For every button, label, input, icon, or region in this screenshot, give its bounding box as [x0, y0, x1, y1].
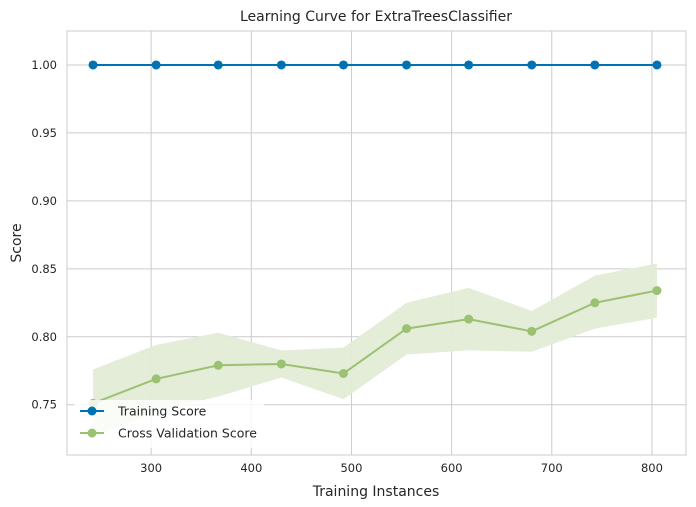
legend-training-score-label: Training Score	[117, 404, 207, 419]
y-tick-label: 0.95	[31, 126, 57, 140]
training-score-point	[402, 60, 412, 70]
x-axis-ticks: 300 400 500 600 700 800	[140, 461, 663, 475]
y-tick-label: 0.80	[31, 330, 57, 344]
x-tick-label: 800	[641, 461, 663, 475]
cross-validation-score-point	[652, 286, 662, 296]
cross-validation-score-point	[402, 324, 412, 334]
chart-title: Learning Curve for ExtraTreesClassifier	[240, 9, 512, 25]
training-score-point	[527, 60, 537, 70]
training-score-point	[338, 60, 348, 70]
score-lines	[92, 63, 658, 405]
y-tick-label: 1.00	[31, 58, 57, 72]
legend-cross-validation-score-label: Cross Validation Score	[118, 426, 257, 441]
training-score-point	[652, 60, 662, 70]
cross-validation-score-point	[527, 326, 537, 336]
training-score-point	[464, 60, 474, 70]
training-score-point	[151, 60, 161, 70]
legend-training-score-marker	[87, 406, 97, 416]
training-score-point	[213, 60, 223, 70]
x-tick-label: 600	[441, 461, 463, 475]
cross-validation-score-point	[590, 298, 600, 308]
y-tick-label: 0.90	[31, 194, 57, 208]
cross-validation-score-line	[92, 289, 658, 405]
x-axis-label: Training Instances	[312, 484, 440, 500]
training-score-point	[276, 60, 286, 70]
y-tick-label: 0.75	[31, 398, 57, 412]
legend-box	[74, 400, 264, 448]
cross-validation-score-point	[213, 360, 223, 370]
legend: Training Score Cross Validation Score	[74, 400, 264, 448]
cross-validation-score-point	[151, 374, 161, 384]
cross-validation-score-point	[464, 314, 474, 324]
cross-validation-score-point	[338, 368, 348, 378]
y-axis-ticks: 0.75 0.80 0.85 0.90 0.95 1.00	[31, 58, 57, 412]
x-tick-label: 700	[541, 461, 563, 475]
x-tick-label: 300	[140, 461, 162, 475]
x-tick-label: 400	[240, 461, 262, 475]
y-tick-label: 0.85	[31, 262, 57, 276]
training-score-point	[590, 60, 600, 70]
cross-validation-score-point	[276, 359, 286, 369]
legend-cross-validation-score-marker	[87, 428, 97, 438]
training-score-point	[88, 60, 98, 70]
y-axis-label: Score	[9, 223, 25, 262]
x-tick-label: 500	[340, 461, 362, 475]
